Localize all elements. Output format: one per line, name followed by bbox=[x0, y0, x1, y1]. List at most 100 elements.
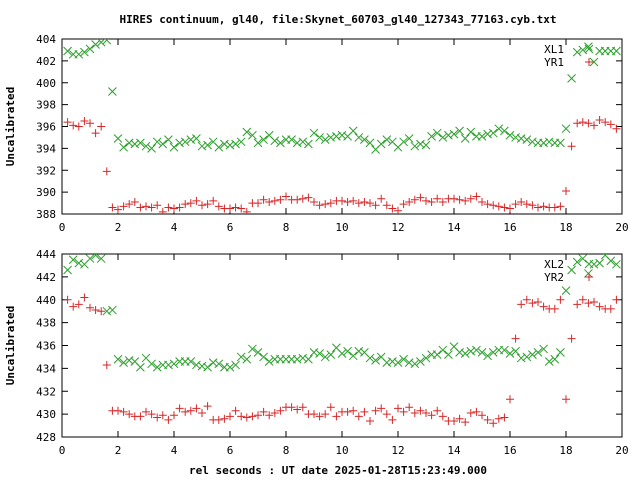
data-point bbox=[153, 201, 162, 210]
data-point bbox=[124, 356, 134, 365]
data-point bbox=[203, 200, 212, 209]
data-point bbox=[444, 130, 453, 140]
legend-label: YR1 bbox=[544, 56, 564, 69]
data-point bbox=[220, 414, 229, 423]
data-point bbox=[259, 135, 268, 144]
data-point bbox=[326, 133, 336, 142]
data-point bbox=[91, 40, 100, 49]
data-point bbox=[578, 118, 587, 127]
data-point bbox=[427, 197, 436, 206]
data-point bbox=[522, 200, 531, 209]
data-point bbox=[511, 346, 520, 356]
data-point bbox=[365, 353, 375, 363]
data-point bbox=[231, 139, 240, 149]
data-point bbox=[113, 134, 123, 143]
data-point bbox=[550, 304, 559, 313]
data-point bbox=[237, 204, 246, 213]
data-point bbox=[377, 404, 386, 413]
x-tick-label: 16 bbox=[503, 221, 516, 234]
data-point bbox=[265, 197, 274, 206]
data-point bbox=[130, 197, 139, 206]
data-point bbox=[97, 122, 106, 131]
data-point bbox=[360, 197, 369, 206]
data-point bbox=[371, 406, 380, 415]
legend-label: XL1 bbox=[544, 43, 564, 56]
x-tick-label: 16 bbox=[503, 444, 516, 457]
data-point bbox=[393, 358, 403, 368]
data-point bbox=[539, 344, 548, 354]
data-point bbox=[528, 299, 537, 308]
data-point bbox=[455, 414, 464, 423]
y-tick-label: 388 bbox=[36, 208, 56, 221]
data-point bbox=[152, 137, 162, 147]
data-point bbox=[320, 352, 330, 362]
data-point bbox=[264, 357, 274, 366]
data-point bbox=[606, 120, 615, 129]
data-point bbox=[292, 354, 302, 364]
data-point bbox=[192, 404, 201, 413]
data-point bbox=[254, 411, 262, 420]
data-point bbox=[91, 129, 100, 138]
y-tick-label: 404 bbox=[36, 33, 56, 46]
data-point bbox=[113, 354, 123, 364]
data-point bbox=[259, 352, 268, 362]
data-point bbox=[158, 139, 168, 149]
data-point bbox=[298, 194, 307, 203]
data-point bbox=[494, 202, 503, 211]
data-point bbox=[405, 197, 414, 206]
data-point bbox=[315, 133, 324, 142]
data-point bbox=[438, 133, 448, 142]
data-point bbox=[483, 129, 492, 139]
data-point bbox=[589, 57, 599, 67]
data-point bbox=[500, 203, 509, 212]
data-point bbox=[63, 265, 72, 275]
x-tick-label: 4 bbox=[171, 444, 178, 457]
data-point bbox=[63, 118, 72, 127]
data-point bbox=[433, 406, 442, 415]
data-point bbox=[198, 408, 206, 417]
data-point bbox=[404, 358, 414, 368]
data-point bbox=[562, 187, 570, 196]
data-point bbox=[321, 410, 330, 419]
data-point bbox=[517, 197, 526, 206]
data-point bbox=[432, 350, 442, 360]
y-tick-label: 442 bbox=[36, 271, 56, 284]
data-point bbox=[590, 298, 598, 307]
data-point bbox=[181, 407, 190, 416]
data-point bbox=[472, 407, 481, 416]
data-point bbox=[136, 203, 145, 212]
data-point bbox=[399, 200, 408, 209]
y-tick-label: 438 bbox=[36, 317, 56, 330]
data-point bbox=[197, 361, 207, 371]
legend-marker bbox=[585, 273, 593, 281]
data-point bbox=[528, 350, 537, 360]
data-point bbox=[276, 195, 285, 204]
data-point bbox=[74, 122, 83, 131]
data-point bbox=[354, 199, 363, 208]
data-point bbox=[164, 203, 173, 212]
data-point bbox=[466, 346, 476, 356]
data-point bbox=[332, 412, 341, 421]
data-point bbox=[242, 413, 251, 422]
data-point bbox=[460, 134, 470, 143]
data-point bbox=[354, 133, 364, 142]
data-point bbox=[315, 201, 324, 210]
data-point bbox=[214, 142, 224, 152]
data-point bbox=[242, 127, 252, 137]
data-point bbox=[298, 353, 308, 363]
data-point bbox=[343, 197, 352, 206]
x-tick-label: 8 bbox=[283, 444, 290, 457]
data-point bbox=[511, 200, 520, 209]
data-point bbox=[119, 358, 128, 368]
data-point bbox=[259, 195, 268, 204]
data-point bbox=[561, 286, 571, 295]
x-tick-label: 20 bbox=[615, 444, 628, 457]
data-point bbox=[488, 348, 498, 357]
data-point bbox=[69, 121, 78, 130]
data-point bbox=[584, 269, 593, 278]
data-point bbox=[220, 139, 229, 149]
data-point bbox=[236, 137, 246, 147]
data-point bbox=[399, 407, 408, 416]
y-tick-label: 436 bbox=[36, 340, 56, 353]
data-point bbox=[388, 204, 397, 213]
